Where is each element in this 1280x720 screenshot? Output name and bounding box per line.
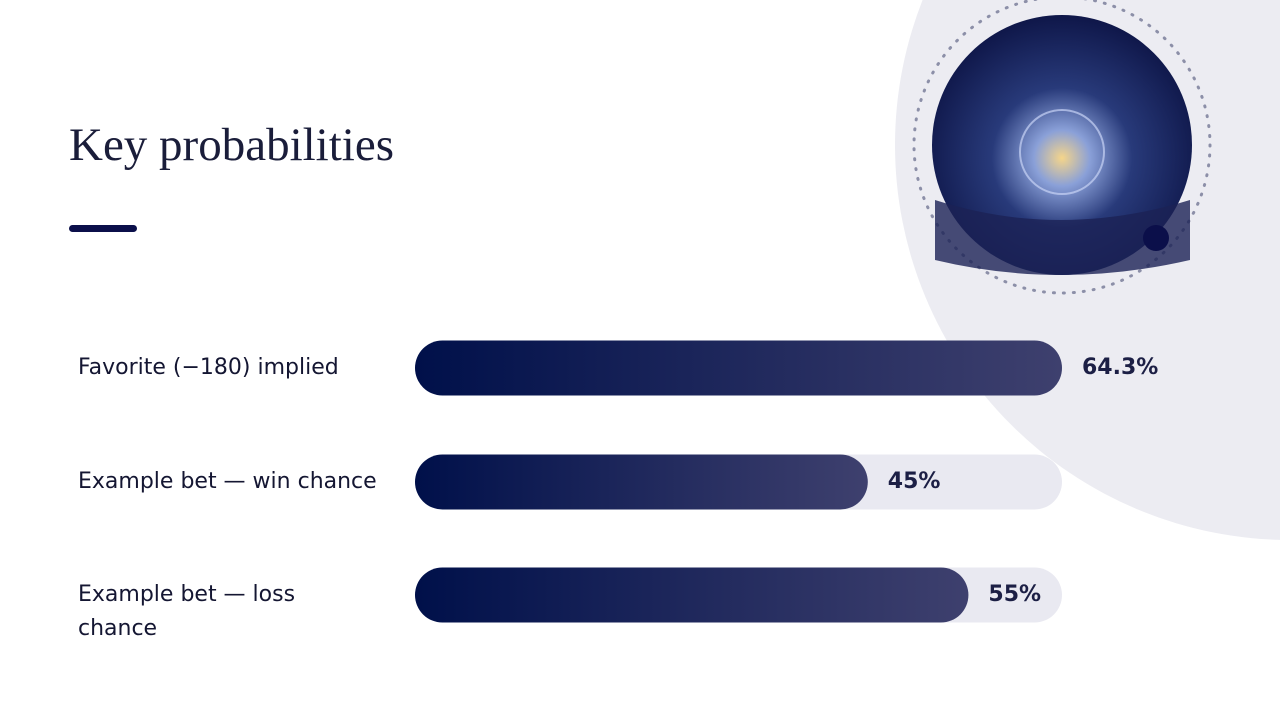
- photo: [932, 15, 1192, 275]
- category-label: Example bet — win chance: [78, 469, 377, 494]
- value-label: 55%: [988, 582, 1042, 607]
- slide-title: Key probabilities: [69, 119, 395, 171]
- bar: [415, 340, 1062, 396]
- value-label: 64.3%: [1082, 355, 1159, 380]
- accent-dot: [1143, 225, 1169, 251]
- dotted-ring: [912, 0, 1212, 295]
- bar: [415, 454, 868, 510]
- value-label: 45%: [887, 469, 941, 494]
- category-label: Favorite (−180) implied: [78, 355, 339, 380]
- category-label: Example bet — loss chance: [78, 582, 296, 641]
- photo-sphere: [1019, 109, 1105, 195]
- title-underline: [69, 225, 137, 232]
- bar: [415, 567, 969, 623]
- photo-ground: [935, 200, 1190, 275]
